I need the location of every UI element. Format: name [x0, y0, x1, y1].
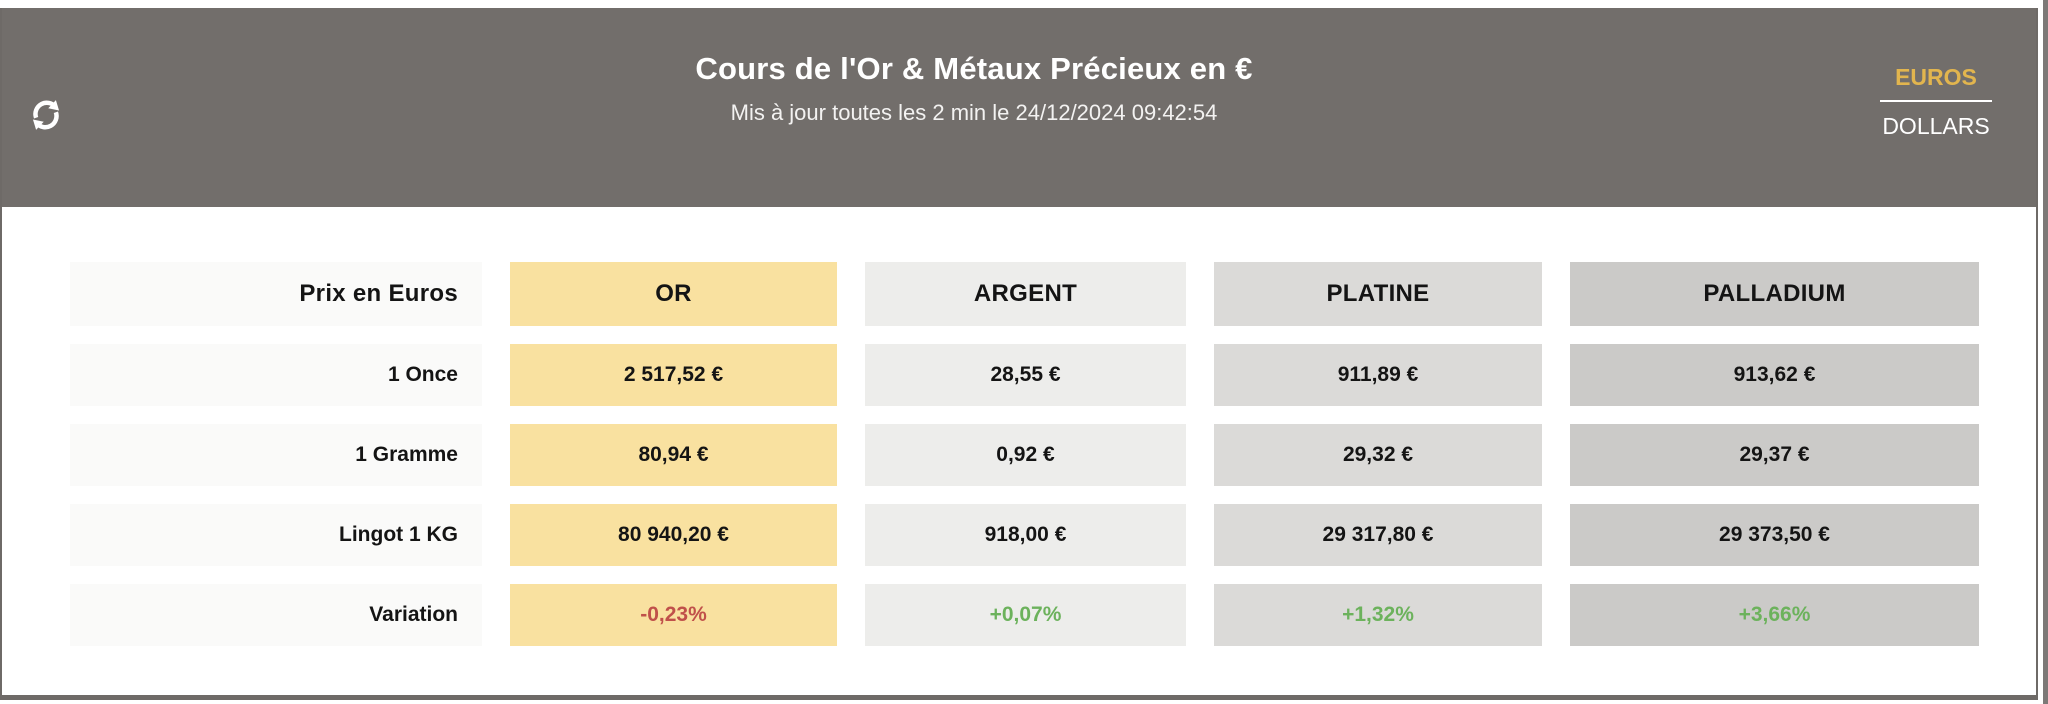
- value-argent-gramme: 0,92 €: [865, 424, 1186, 486]
- refresh-icon: [28, 100, 64, 136]
- variation-palladium: +3,66%: [1570, 584, 1979, 646]
- page-title: Cours de l'Or & Métaux Précieux en €: [695, 51, 1253, 86]
- currency-option-euros[interactable]: EUROS: [1895, 64, 1977, 90]
- price-table: Prix en Euros OR ARGENT PLATINE PALLADIU…: [70, 262, 2036, 646]
- column-header-palladium: PALLADIUM: [1570, 262, 1979, 326]
- row-label-variation: Variation: [70, 584, 482, 646]
- last-updated-text: Mis à jour toutes les 2 min le 24/12/202…: [730, 100, 1218, 125]
- variation-platine: +1,32%: [1214, 584, 1542, 646]
- column-header-argent: ARGENT: [865, 262, 1186, 326]
- value-argent-lingot: 918,00 €: [865, 504, 1186, 566]
- column-header-platine: PLATINE: [1214, 262, 1542, 326]
- value-platine-lingot: 29 317,80 €: [1214, 504, 1542, 566]
- value-or-gramme: 80,94 €: [510, 424, 837, 486]
- value-or-lingot: 80 940,20 €: [510, 504, 837, 566]
- value-platine-gramme: 29,32 €: [1214, 424, 1542, 486]
- value-argent-once: 28,55 €: [865, 344, 1186, 406]
- widget-header: Cours de l'Or & Métaux Précieux en € Mis…: [2, 8, 2036, 207]
- variation-or: -0,23%: [510, 584, 837, 646]
- currency-toggle: EUROS DOLLARS: [1880, 64, 1992, 140]
- currency-toggle-divider: [1880, 100, 1992, 102]
- value-palladium-gramme: 29,37 €: [1570, 424, 1979, 486]
- value-palladium-lingot: 29 373,50 €: [1570, 504, 1979, 566]
- variation-argent: +0,07%: [865, 584, 1186, 646]
- value-or-once: 2 517,52 €: [510, 344, 837, 406]
- value-palladium-once: 913,62 €: [1570, 344, 1979, 406]
- gold-price-widget: Cours de l'Or & Métaux Précieux en € Mis…: [0, 8, 2038, 700]
- corner-label: Prix en Euros: [70, 262, 482, 326]
- browser-scrollbar[interactable]: [2043, 0, 2048, 704]
- row-label-once: 1 Once: [70, 344, 482, 406]
- header-text: Cours de l'Or & Métaux Précieux en € Mis…: [2, 48, 2036, 128]
- row-label-gramme: 1 Gramme: [70, 424, 482, 486]
- value-platine-once: 911,89 €: [1214, 344, 1542, 406]
- row-label-lingot: Lingot 1 KG: [70, 504, 482, 566]
- refresh-button[interactable]: [28, 97, 64, 133]
- column-header-or: OR: [510, 262, 837, 326]
- currency-option-dollars[interactable]: DOLLARS: [1882, 113, 1990, 139]
